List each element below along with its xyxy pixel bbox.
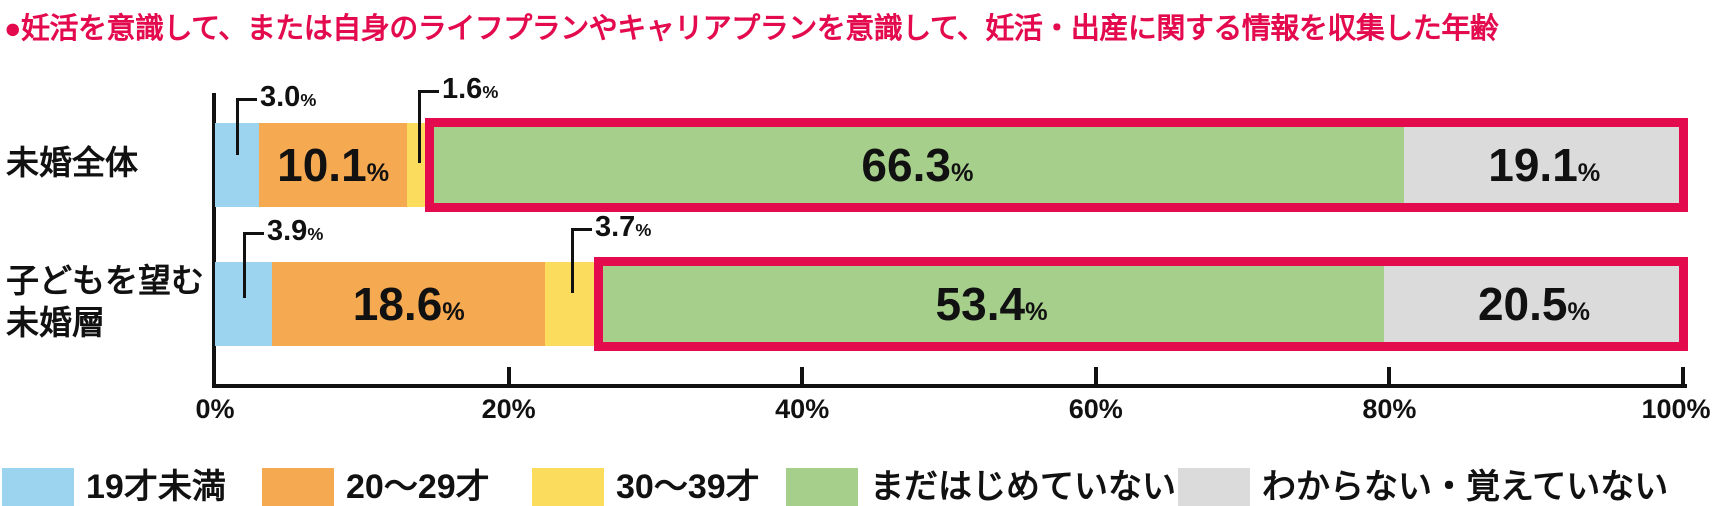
axis-tick xyxy=(506,367,511,384)
callout-line xyxy=(418,90,439,163)
callout-line xyxy=(236,98,257,155)
percent-sign: % xyxy=(1567,298,1591,326)
legend-swatch xyxy=(2,468,74,506)
bar-segment: 19.1% xyxy=(1404,123,1685,207)
axis-tick xyxy=(1093,367,1098,384)
axis-tick-label: 100% xyxy=(1641,394,1711,424)
axis-tick-label: 80% xyxy=(1362,394,1417,424)
value-number: 66.3 xyxy=(861,139,951,191)
value-number: 1.6 xyxy=(442,73,483,105)
percent-sign: % xyxy=(300,90,317,110)
percent-sign: % xyxy=(442,298,465,326)
segment-value-label: 10.1% xyxy=(277,138,389,192)
axis-tick xyxy=(1681,367,1685,384)
legend-swatch xyxy=(532,468,604,506)
legend-label: まだはじめていない xyxy=(870,468,1176,506)
axis-tick-label: 60% xyxy=(1068,394,1123,424)
value-number: 20.5 xyxy=(1477,278,1568,330)
percent-sign: % xyxy=(1577,159,1601,187)
legend-swatch xyxy=(262,468,334,506)
callout-value-label: 3.7% xyxy=(595,211,651,244)
segment-value-label: 53.4% xyxy=(936,277,1048,331)
percent-sign: % xyxy=(1025,298,1048,326)
category-label-line: 未婚全体 xyxy=(6,144,138,181)
percent-sign: % xyxy=(950,159,974,187)
legend-swatch xyxy=(786,468,858,506)
legend-label: わからない・覚えていない xyxy=(1262,468,1669,506)
highlight-box xyxy=(424,118,1689,212)
x-axis-line xyxy=(212,384,1687,388)
percent-sign: % xyxy=(366,159,390,187)
y-axis-line xyxy=(212,93,216,388)
bar-row: 18.6% 53.4% 20.5% xyxy=(215,262,1685,346)
axis-tick-label: 40% xyxy=(775,394,830,424)
highlight-box xyxy=(593,257,1689,351)
axis-tick-label: 20% xyxy=(481,394,536,424)
axis-tick xyxy=(1387,367,1392,384)
callout-line xyxy=(243,232,264,298)
segment-value-label: 19.1% xyxy=(1488,138,1600,192)
category-label: 子どもを望む 未婚層 xyxy=(6,260,204,344)
legend-swatch xyxy=(1178,468,1250,506)
callout-value-label: 3.0% xyxy=(260,81,316,114)
value-number: 10.1 xyxy=(277,139,367,191)
segment-value-label: 20.5% xyxy=(1478,277,1590,331)
category-label-line: 未婚層 xyxy=(6,304,105,341)
legend-label: 19才未満 xyxy=(86,468,226,506)
value-number: 3.0 xyxy=(260,81,301,113)
segment-value-label: 18.6% xyxy=(353,277,465,331)
callout-line xyxy=(571,228,592,293)
bar-row: 10.1% 66.3% 19.1% xyxy=(215,123,1685,207)
bar-segment: 10.1% xyxy=(259,123,408,207)
value-number: 3.7 xyxy=(595,211,636,243)
chart-title: ●妊活を意識して、または自身のライフプランやキャリアプランを意識して、妊活・出産… xyxy=(4,13,1499,45)
axis-tick xyxy=(800,367,805,384)
percent-sign: % xyxy=(307,224,324,244)
axis-tick-label: 0% xyxy=(195,394,235,424)
category-label: 未婚全体 xyxy=(6,142,138,184)
callout-value-label: 1.6% xyxy=(442,73,498,106)
category-label-line: 子どもを望む xyxy=(6,262,204,299)
percent-sign: % xyxy=(635,220,652,240)
segment-value-label: 66.3% xyxy=(861,138,973,192)
bar-segment: 18.6% xyxy=(272,262,546,346)
legend-label: 20〜29才 xyxy=(346,468,490,506)
bar-segment: 20.5% xyxy=(1383,262,1685,346)
value-number: 18.6 xyxy=(352,278,443,330)
value-number: 53.4 xyxy=(935,278,1026,330)
legend-label: 30〜39才 xyxy=(616,468,760,506)
value-number: 19.1 xyxy=(1488,139,1578,191)
bar-segment: 53.4% xyxy=(599,262,1384,346)
callout-value-label: 3.9% xyxy=(267,215,323,248)
bar-segment: 66.3% xyxy=(430,123,1405,207)
percent-sign: % xyxy=(482,82,499,102)
value-number: 3.9 xyxy=(267,215,308,247)
